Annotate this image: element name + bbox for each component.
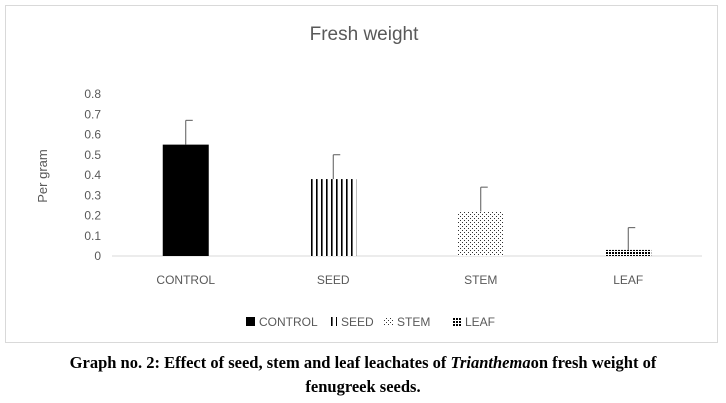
y-tick-label: 0.2 (84, 209, 101, 223)
figure-caption: Graph no. 2: Effect of seed, stem and le… (0, 352, 726, 374)
bar-control (162, 144, 209, 256)
legend: CONTROL SEED STEM LEAF (246, 315, 495, 329)
bar-stem (457, 211, 504, 256)
y-axis-label: Per gram (35, 149, 50, 202)
bar-seed (310, 179, 357, 256)
figure-caption-line-2: fenugreek seeds. (305, 377, 421, 396)
y-tick-label: 0.4 (84, 168, 101, 182)
y-tick-label: 0.7 (84, 107, 101, 121)
legend-swatch-stem (384, 317, 393, 326)
y-tick-label: 0 (94, 249, 101, 263)
caption-suffix: on fresh weight of (530, 353, 657, 372)
y-tick-label: 0.8 (84, 87, 101, 101)
caption-prefix: Graph no. 2: Effect of seed, stem and le… (69, 353, 451, 372)
legend-label: CONTROL (259, 315, 318, 329)
legend-label: SEED (341, 315, 374, 329)
legend-swatch-leaf (452, 317, 461, 326)
y-axis-ticks: 0 0.1 0.2 0.3 0.4 0.5 0.6 0.7 0.8 (84, 87, 101, 263)
y-tick-label: 0.1 (84, 229, 101, 243)
x-axis-tick-labels: CONTROL SEED STEM LEAF (156, 273, 643, 287)
x-tick-label: SEED (317, 273, 350, 287)
bars (162, 119, 652, 256)
x-tick-label: LEAF (613, 273, 643, 287)
legend-label: STEM (397, 315, 430, 329)
legend-swatch-control (246, 317, 255, 326)
y-tick-label: 0.3 (84, 188, 101, 202)
chart-frame: Fresh weight Per gram 0 0.1 0.2 0.3 0.4 0.5 0.… (5, 5, 718, 343)
chart-title: Fresh weight (310, 24, 419, 45)
bar-leaf (605, 249, 652, 256)
legend-swatch-seed (328, 317, 337, 326)
legend-label: LEAF (465, 315, 495, 329)
fresh-weight-chart: Fresh weight Per gram 0 0.1 0.2 0.3 0.4 0.5 0.… (35, 24, 702, 329)
x-tick-label: CONTROL (156, 273, 215, 287)
caption-species: Trianthema (450, 353, 531, 372)
y-tick-label: 0.6 (84, 128, 101, 142)
x-tick-label: STEM (464, 273, 497, 287)
y-tick-label: 0.5 (84, 148, 101, 162)
